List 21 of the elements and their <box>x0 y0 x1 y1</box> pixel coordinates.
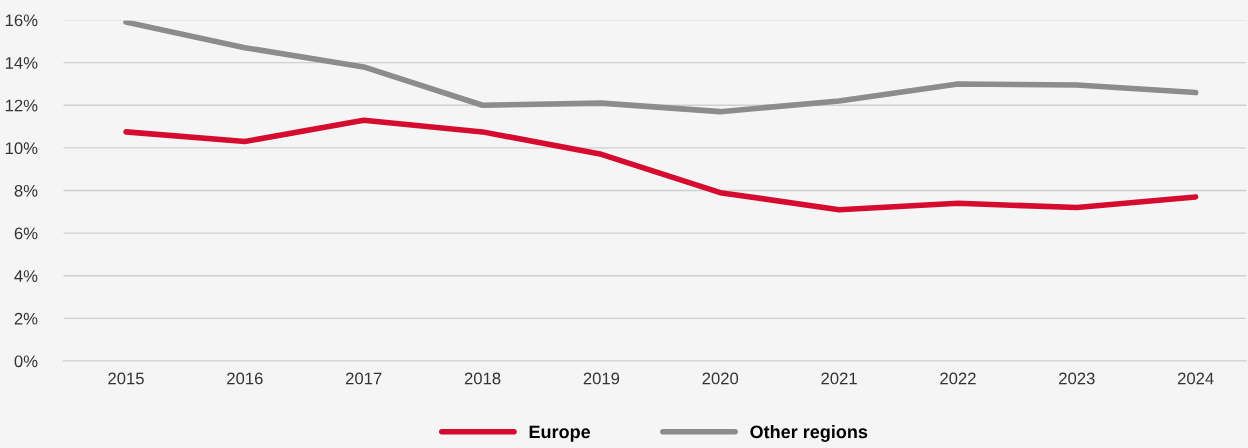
legend-label: Europe <box>529 425 591 442</box>
y-tick-label: 2% <box>14 312 38 325</box>
x-tick-label: 2020 <box>702 372 739 385</box>
y-tick-label: 4% <box>14 270 38 282</box>
y-tick-label: 8% <box>14 184 38 197</box>
y-tick-label: 0% <box>14 355 38 368</box>
y-tick-label: 16% <box>5 14 38 27</box>
x-tick-label: 2022 <box>940 372 976 385</box>
x-tick-label: 2016 <box>227 372 263 385</box>
x-tick-label: 2019 <box>583 372 620 385</box>
x-tick-label: 2017 <box>345 372 382 385</box>
x-tick-label: 2023 <box>1059 372 1095 385</box>
x-tick-label: 2015 <box>108 372 144 385</box>
y-tick-label: 12% <box>5 99 38 112</box>
y-tick-label: 6% <box>14 227 38 240</box>
x-tick-label: 2021 <box>821 372 857 385</box>
legend-label: Other regions <box>750 424 868 442</box>
y-tick-label: 14% <box>5 57 38 69</box>
x-tick-label: 2018 <box>464 372 501 385</box>
x-tick-label: 2024 <box>1177 372 1214 385</box>
y-tick-label: 10% <box>5 142 38 155</box>
